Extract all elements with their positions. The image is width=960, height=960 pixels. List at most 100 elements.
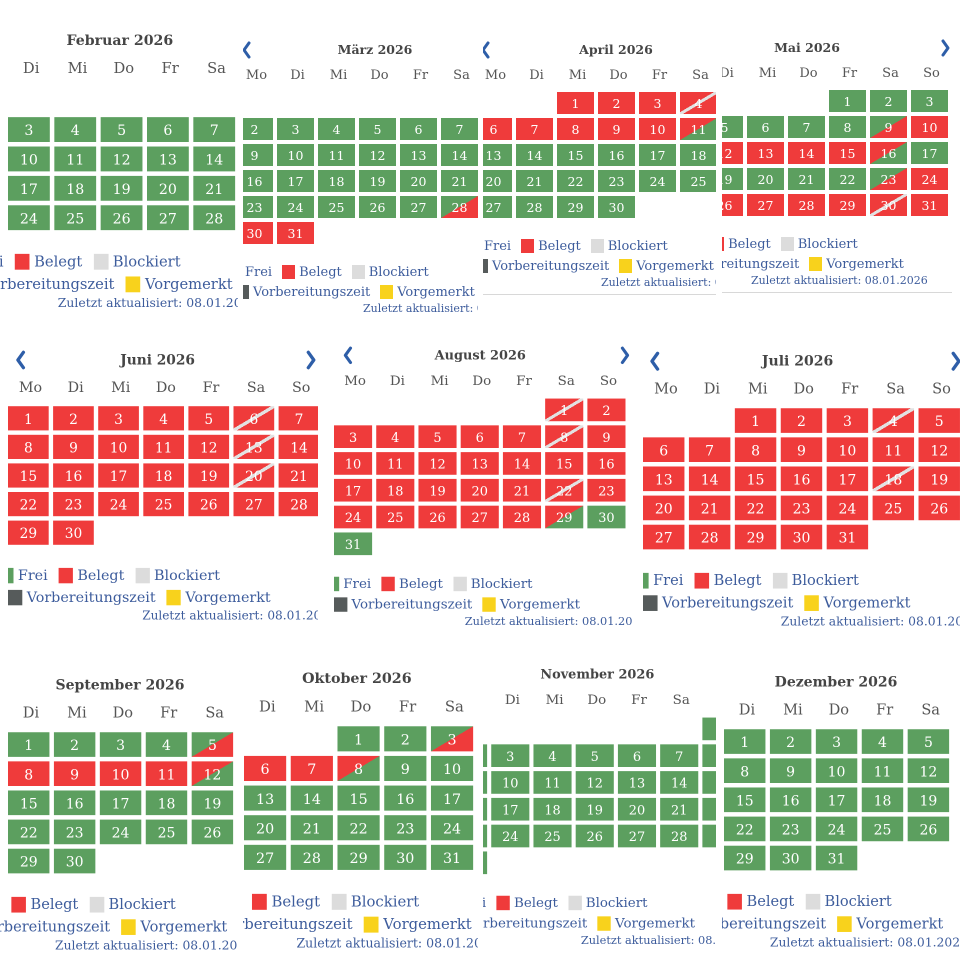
day-cell-booked[interactable]: 28 xyxy=(502,505,542,529)
day-cell-free[interactable]: 26 xyxy=(575,824,614,848)
day-cell-free[interactable]: 30 xyxy=(53,848,96,874)
day-cell-booked[interactable]: 15 xyxy=(545,452,584,475)
day-cell-booked[interactable]: 20 xyxy=(643,495,685,521)
day-cell-booked[interactable]: 10 xyxy=(826,437,869,462)
day-cell-booked[interactable]: 3 xyxy=(826,408,869,433)
day-cell-free[interactable]: 9 xyxy=(769,758,812,783)
day-cell-free[interactable]: 4 xyxy=(54,117,97,142)
day-cell-booked[interactable]: 13 xyxy=(460,452,499,475)
day-cell-free[interactable]: 24 xyxy=(815,816,858,842)
day-cell-free[interactable]: 12 xyxy=(907,758,950,783)
day-cell-booked[interactable]: 18 xyxy=(376,478,415,502)
day-cell-booked[interactable]: 8 xyxy=(734,437,777,462)
day-cell-free[interactable]: 18 xyxy=(145,790,188,816)
day-cell-booked[interactable]: 16 xyxy=(587,452,626,475)
day-cell-departure[interactable]: 12 xyxy=(191,761,234,786)
day-cell-free[interactable]: 3 xyxy=(491,744,530,767)
day-cell-free[interactable]: 13 xyxy=(483,144,512,166)
day-cell-free[interactable]: 24 xyxy=(639,170,676,192)
day-cell-free[interactable]: 19 xyxy=(907,787,950,813)
day-cell-changeover[interactable]: 4 xyxy=(872,408,915,433)
day-cell-free[interactable]: 9 xyxy=(243,144,273,166)
day-cell-booked[interactable]: 17 xyxy=(334,478,373,502)
day-cell-free[interactable]: 14 xyxy=(660,771,699,794)
day-cell-booked[interactable]: 29 xyxy=(829,194,866,216)
day-cell-free[interactable]: 26 xyxy=(907,816,950,842)
day-cell-booked[interactable]: 7 xyxy=(502,425,542,448)
day-cell-booked[interactable]: 9 xyxy=(53,434,94,459)
day-cell-free[interactable]: 18 xyxy=(318,170,355,192)
day-cell-booked[interactable]: 27 xyxy=(460,505,499,529)
day-cell-free[interactable]: 27 xyxy=(617,824,657,848)
day-cell-free[interactable]: 10 xyxy=(8,146,50,172)
day-cell-free[interactable]: 22 xyxy=(829,168,866,190)
day-cell-booked[interactable]: 12 xyxy=(722,142,743,164)
prev-month-chevron-icon[interactable] xyxy=(14,349,27,371)
day-cell-free[interactable]: 1 xyxy=(337,726,380,752)
day-cell-free[interactable]: 1 xyxy=(829,90,866,112)
day-cell-free[interactable]: 17 xyxy=(430,785,474,811)
day-cell-booked[interactable]: 14 xyxy=(788,142,825,164)
day-cell-booked[interactable]: 14 xyxy=(502,452,542,475)
day-cell-booked[interactable]: 30 xyxy=(780,524,823,550)
day-cell-free[interactable]: 23 xyxy=(384,815,427,841)
day-cell-free[interactable]: 20 xyxy=(244,815,287,841)
day-cell-free[interactable]: 19 xyxy=(359,170,396,192)
day-cell-free[interactable]: 17 xyxy=(815,787,858,813)
day-cell-free[interactable]: 6 xyxy=(146,117,189,142)
day-cell-booked[interactable]: 10 xyxy=(334,452,373,475)
day-cell-free[interactable]: 3 xyxy=(8,117,50,142)
day-cell-free[interactable]: 21 xyxy=(516,170,553,192)
day-cell-free[interactable]: 12 xyxy=(359,144,396,166)
day-cell-free[interactable]: 16 xyxy=(769,787,812,813)
day-cell-free[interactable]: 14 xyxy=(290,785,333,811)
day-cell-free[interactable]: 12 xyxy=(575,771,614,794)
day-cell-free[interactable]: 14 xyxy=(441,144,478,166)
day-cell-changeover[interactable]: 6 xyxy=(233,406,275,431)
day-cell-booked[interactable]: 16 xyxy=(780,466,823,492)
day-cell-booked[interactable]: 17 xyxy=(98,463,139,488)
day-cell-free[interactable]: 10 xyxy=(277,144,314,166)
day-cell-free[interactable]: 3 xyxy=(815,729,858,754)
day-cell-free[interactable]: 23 xyxy=(769,816,812,842)
day-cell-booked[interactable]: 5 xyxy=(918,408,960,433)
next-month-chevron-icon[interactable] xyxy=(619,345,631,366)
day-cell-free[interactable]: 26 xyxy=(100,205,143,231)
day-cell-free[interactable]: 17 xyxy=(8,175,50,201)
day-cell-free[interactable]: 18 xyxy=(861,787,904,813)
day-cell-free[interactable]: 17 xyxy=(911,142,948,164)
day-cell-booked[interactable]: 24 xyxy=(98,492,139,517)
day-cell-free[interactable]: 27 xyxy=(244,844,287,870)
day-cell-free[interactable]: 24 xyxy=(99,819,142,845)
day-cell-booked[interactable]: 21 xyxy=(278,463,318,488)
day-cell-free[interactable]: 24 xyxy=(491,824,530,848)
day-cell-arrival[interactable]: 5 xyxy=(191,732,234,757)
day-cell-free[interactable] xyxy=(702,717,716,741)
day-cell-booked[interactable]: 27 xyxy=(643,524,685,550)
day-cell-booked[interactable]: 28 xyxy=(278,492,318,517)
day-cell-free[interactable]: 10 xyxy=(491,771,530,794)
day-cell-free[interactable]: 31 xyxy=(430,844,474,870)
day-cell-booked[interactable]: 15 xyxy=(829,142,866,164)
day-cell-free[interactable]: 21 xyxy=(441,170,478,192)
day-cell-changeover[interactable]: 22 xyxy=(545,478,584,502)
prev-month-chevron-icon[interactable] xyxy=(647,350,660,372)
day-cell-free[interactable]: 16 xyxy=(53,790,96,816)
day-cell-booked[interactable]: 10 xyxy=(98,434,139,459)
day-cell-free[interactable]: 5 xyxy=(722,116,743,138)
day-cell-booked[interactable]: 16 xyxy=(53,463,94,488)
day-cell-changeover[interactable]: 4 xyxy=(680,92,716,114)
day-cell-free[interactable]: 11 xyxy=(861,758,904,783)
day-cell-booked[interactable]: 11 xyxy=(143,434,184,459)
day-cell-changeover[interactable]: 1 xyxy=(545,398,584,422)
day-cell-booked[interactable]: 7 xyxy=(290,755,333,781)
day-cell-free[interactable]: 4 xyxy=(145,732,188,757)
day-cell-free[interactable]: 30 xyxy=(598,196,635,218)
day-cell-booked[interactable]: 26 xyxy=(418,505,457,529)
day-cell-arrival[interactable]: 9 xyxy=(870,116,907,138)
day-cell-free[interactable]: 25 xyxy=(145,819,188,845)
day-cell-booked[interactable]: 29 xyxy=(8,520,49,545)
day-cell-booked[interactable]: 12 xyxy=(918,437,960,462)
day-cell-free[interactable]: 24 xyxy=(8,205,50,231)
day-cell-free[interactable]: 28 xyxy=(193,205,236,231)
